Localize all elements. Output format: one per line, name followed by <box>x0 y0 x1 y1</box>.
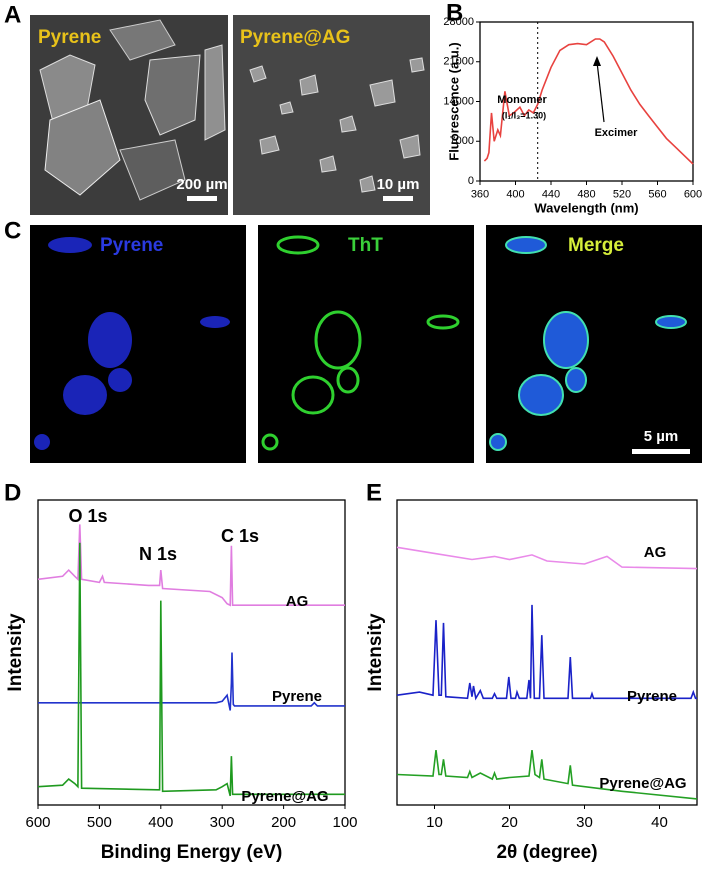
crystal <box>109 19 176 61</box>
annotation: Monomer <box>497 94 547 106</box>
annotation: O 1s <box>68 506 107 526</box>
series-label: AG <box>644 544 667 561</box>
x-tick-label: 360 <box>471 188 489 200</box>
series-line <box>396 546 698 570</box>
x-tick-label: 440 <box>542 188 560 200</box>
plot-frame <box>37 499 346 806</box>
image-label: Pyrene <box>38 27 101 48</box>
scale-bar <box>187 196 217 201</box>
crystal <box>119 139 186 201</box>
panel-label: B <box>446 0 463 26</box>
y-axis-label: Fluorescence (a.u.) <box>446 42 461 160</box>
series-label: AG <box>286 593 309 610</box>
y-tick-label: 14000 <box>443 95 474 107</box>
scale-label: 10 µm <box>377 176 420 193</box>
x-tick-label: 600 <box>25 814 50 831</box>
x-tick-label: 400 <box>148 814 173 831</box>
x-tick-label: 40 <box>651 814 668 831</box>
x-tick-label: 480 <box>577 188 595 200</box>
series-line <box>396 604 697 701</box>
sem-image <box>233 15 430 215</box>
blobs <box>261 235 460 451</box>
confocal-image <box>30 225 246 463</box>
x-axis-label: 2θ (degree) <box>496 842 597 863</box>
confocal-image <box>258 225 474 463</box>
x-tick-label: 560 <box>648 188 666 200</box>
x-tick-label: 20 <box>501 814 518 831</box>
x-tick-label: 100 <box>332 814 357 831</box>
scale-bar <box>632 449 690 454</box>
plot-frame <box>396 499 698 806</box>
scale-label: 200 µm <box>176 176 227 193</box>
confocal-images <box>30 225 702 463</box>
crystal <box>144 54 201 136</box>
series-line <box>38 652 345 711</box>
y-axis-label: Intensity <box>365 613 386 692</box>
series-label: Pyrene@AG <box>241 788 328 805</box>
image-label: Pyrene <box>100 235 163 256</box>
x-tick-label: 600 <box>684 188 702 200</box>
crystal <box>44 99 121 196</box>
series-label: Pyrene@AG <box>599 775 686 792</box>
image-label: Pyrene@AG <box>240 27 350 48</box>
panel-label: A <box>4 1 21 28</box>
particles <box>249 57 425 193</box>
annotation: N 1s <box>139 544 177 564</box>
series-line <box>396 750 698 800</box>
y-tick-label: 0 <box>468 175 474 187</box>
x-axis-label: Binding Energy (eV) <box>101 842 283 863</box>
scale-label: 5 µm <box>644 428 679 445</box>
confocal-image <box>486 225 702 463</box>
scale-bar <box>383 196 413 201</box>
blobs <box>489 236 687 451</box>
x-tick-label: 30 <box>576 814 593 831</box>
y-tick-label: 21000 <box>443 56 474 68</box>
x-tick-label: 10 <box>426 814 443 831</box>
series-label: Pyrene <box>272 688 322 705</box>
y-tick-label: 28000 <box>443 16 474 28</box>
annotation: (I₁/I₃=1.30) <box>502 110 546 120</box>
image-label: Merge <box>568 235 624 256</box>
x-tick-label: 200 <box>271 814 296 831</box>
image-label: ThT <box>348 235 383 256</box>
series-line <box>37 524 345 607</box>
annotation: Excimer <box>595 127 639 139</box>
panel-label: C <box>4 217 21 244</box>
annotation: C 1s <box>221 526 259 546</box>
panel-label: D <box>4 479 21 506</box>
arrow-head <box>593 56 601 66</box>
panel-label: E <box>366 479 382 506</box>
x-tick-label: 300 <box>210 814 235 831</box>
arrow <box>596 61 605 123</box>
x-axis-label: Wavelength (nm) <box>534 200 638 215</box>
x-tick-label: 400 <box>506 188 524 200</box>
series-line <box>37 542 345 797</box>
sem-images <box>30 15 430 215</box>
blobs <box>34 237 230 450</box>
x-tick-label: 500 <box>87 814 112 831</box>
x-tick-label: 520 <box>613 188 631 200</box>
crystal <box>204 44 226 141</box>
series-label: Pyrene <box>627 688 677 705</box>
y-axis-label: Intensity <box>5 613 26 692</box>
y-tick-label: 7000 <box>450 135 474 147</box>
series-line <box>483 38 694 165</box>
